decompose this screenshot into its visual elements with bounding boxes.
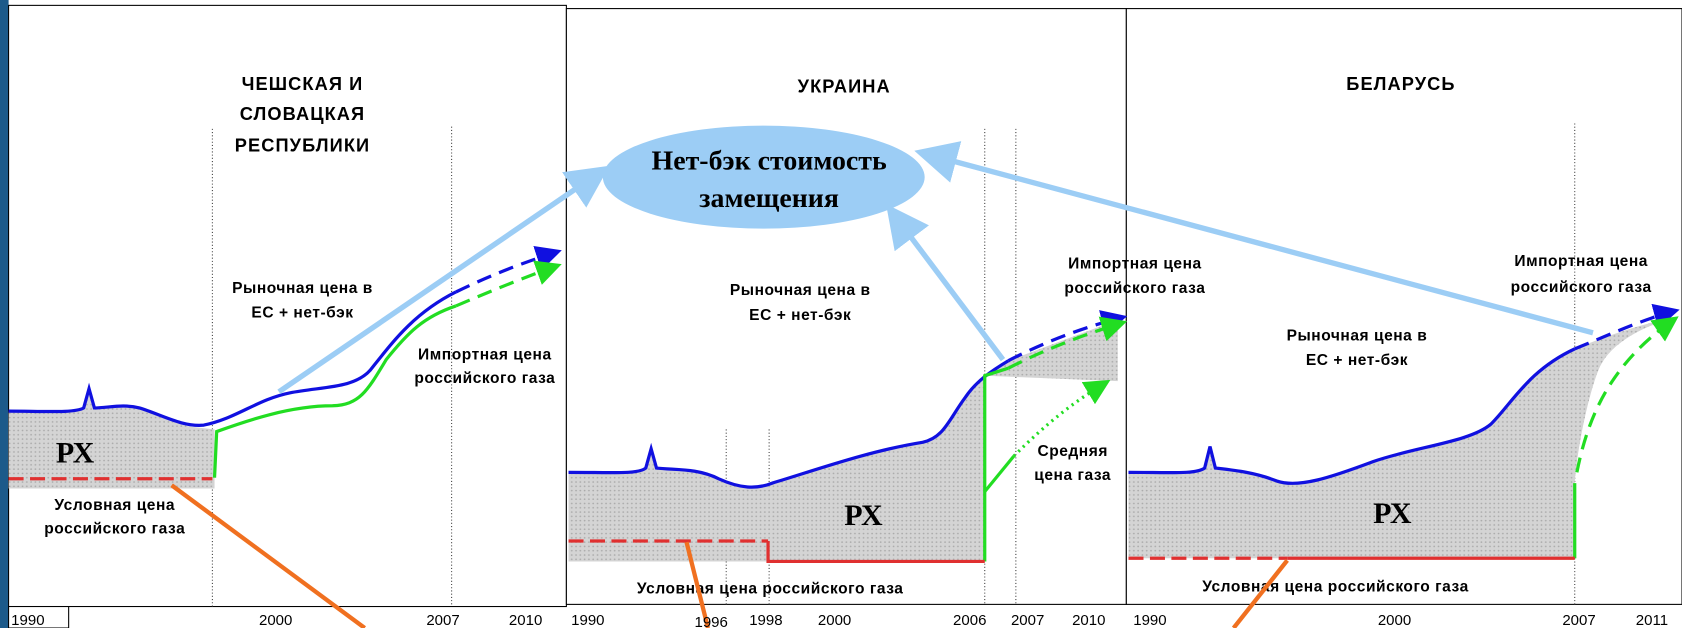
label: Условная цена российского газа bbox=[637, 581, 904, 598]
label: российского газа bbox=[44, 521, 185, 538]
import-price-line bbox=[983, 366, 1009, 562]
label: Условная цена bbox=[54, 497, 175, 514]
years: 1990 2000 2007 2010 1990 1996 1998 2000 … bbox=[11, 612, 1668, 628]
pointer bbox=[170, 483, 366, 628]
title: РЕСПУБЛИКИ bbox=[235, 134, 370, 155]
panel-frame bbox=[8, 4, 567, 608]
import-price-line bbox=[212, 304, 457, 478]
market-price-forecast bbox=[455, 245, 562, 294]
arrow bbox=[277, 165, 610, 395]
year: 2000 bbox=[259, 612, 292, 628]
label: Импортная цена bbox=[1514, 253, 1648, 270]
year: 1996 bbox=[695, 614, 728, 628]
px-label: РХ bbox=[56, 437, 95, 470]
px-label: РХ bbox=[844, 499, 883, 532]
label: ЕС + нет-бэк bbox=[1306, 352, 1408, 369]
year: 2007 bbox=[1562, 612, 1595, 628]
import-price-forecast bbox=[1007, 316, 1128, 370]
market-price-line bbox=[8, 290, 457, 427]
year: 2011 bbox=[1636, 612, 1668, 628]
year-box bbox=[8, 605, 70, 628]
year: 2010 bbox=[1072, 612, 1105, 628]
label: российского газа bbox=[414, 370, 555, 387]
year: 2010 bbox=[509, 612, 542, 628]
label: Средняя bbox=[1037, 443, 1108, 460]
netback-label: Нет-бэк стоимость bbox=[652, 146, 887, 177]
import-price-forecast bbox=[455, 260, 562, 308]
label: цена газа bbox=[1034, 467, 1111, 484]
arrow bbox=[914, 141, 1594, 336]
market-price-forecast bbox=[1574, 303, 1680, 351]
conditional-price-line bbox=[766, 541, 985, 564]
px-label: РХ bbox=[1373, 497, 1412, 530]
label: российского газа bbox=[1511, 279, 1652, 296]
pointer bbox=[684, 541, 711, 628]
panel-by: БЕЛАРУСЬ Рыночная цена в ЕС + нет-бэк Им… bbox=[1128, 73, 1680, 605]
label: ЕС + нет-бэк bbox=[749, 307, 851, 324]
label: Условная цена российского газа bbox=[1202, 578, 1469, 595]
label: российского газа bbox=[1064, 280, 1205, 297]
px-area bbox=[8, 388, 215, 489]
title: УКРАИНА bbox=[798, 75, 891, 96]
year: 2000 bbox=[818, 612, 851, 628]
year: 1990 bbox=[571, 612, 604, 628]
panel-cz: ЧЕШСКАЯ И СЛОВАЦКАЯ РЕСПУБЛИКИ Рыночная … bbox=[8, 73, 562, 607]
label: Рыночная цена в bbox=[730, 282, 871, 299]
year: 2000 bbox=[1378, 612, 1411, 628]
netback-bubble bbox=[602, 125, 925, 229]
label: ЕС + нет-бэк bbox=[251, 305, 353, 322]
year: 1998 bbox=[749, 612, 782, 628]
year: 2007 bbox=[1011, 612, 1044, 628]
average-price-line bbox=[983, 455, 1015, 493]
title: БЕЛАРУСЬ bbox=[1346, 73, 1455, 94]
px-area bbox=[1128, 317, 1674, 559]
label: Импортная цена bbox=[1068, 255, 1202, 272]
label: Рыночная цена в bbox=[232, 280, 373, 297]
title: СЛОВАЦКАЯ bbox=[240, 103, 365, 124]
average-price-forecast bbox=[1012, 379, 1111, 458]
label: Импортная цена bbox=[418, 347, 552, 364]
title: ЧЕШСКАЯ И bbox=[242, 73, 364, 94]
pointer bbox=[1231, 559, 1289, 628]
arrow bbox=[886, 203, 1006, 362]
label: Рыночная цена в bbox=[1287, 327, 1428, 344]
market-price-line bbox=[1128, 347, 1576, 485]
netback-label: замещения bbox=[699, 183, 839, 214]
year: 2006 bbox=[953, 612, 986, 628]
market-price-line bbox=[568, 359, 1010, 489]
year: 1990 bbox=[11, 612, 44, 628]
year: 1990 bbox=[1133, 612, 1166, 628]
import-price-forecast bbox=[1575, 316, 1679, 473]
year: 2007 bbox=[426, 612, 459, 628]
panel-ua: УКРАИНА Рыночная цена в ЕС + нет-бэк Имп… bbox=[568, 75, 1205, 605]
background-strip bbox=[0, 0, 9, 628]
